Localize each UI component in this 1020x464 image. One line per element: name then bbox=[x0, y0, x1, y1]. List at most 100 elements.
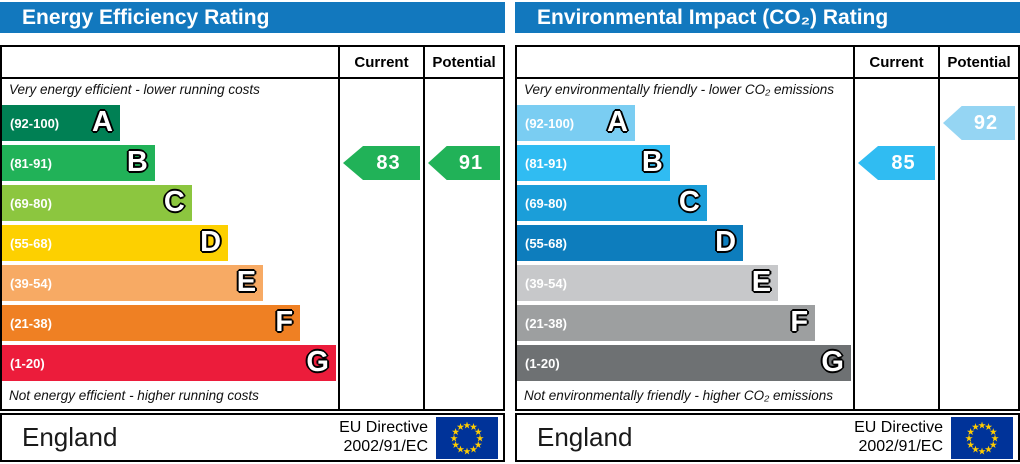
potential-column: 91 bbox=[423, 79, 503, 409]
band-f: (21-38) F bbox=[517, 305, 816, 341]
bands-column: Very energy efficient - lower running co… bbox=[2, 79, 338, 409]
band-g: (1-20) G bbox=[2, 345, 336, 381]
svg-text:★: ★ bbox=[474, 439, 483, 450]
svg-text:★: ★ bbox=[456, 422, 465, 433]
eu-directive-label: EU Directive 2002/91/EC bbox=[854, 419, 943, 455]
svg-text:★: ★ bbox=[989, 426, 998, 437]
column-header-row: Current Potential bbox=[2, 47, 503, 79]
band-f-range: (21-38) bbox=[10, 315, 52, 331]
svg-text:★: ★ bbox=[965, 433, 974, 444]
band-c-letter: C bbox=[163, 186, 185, 218]
band-d-letter: D bbox=[200, 226, 222, 258]
band-b: (81-91) B bbox=[517, 145, 670, 181]
current-column: 85 bbox=[853, 79, 938, 409]
band-e-letter: E bbox=[236, 266, 257, 298]
band-a-range: (92-100) bbox=[525, 115, 575, 131]
top-caption: Very environmentally friendly - lower CO… bbox=[524, 82, 834, 97]
eu-flag-icon: ★★★★★★★★★★★★ bbox=[436, 416, 498, 459]
band-b-range: (81-91) bbox=[10, 155, 52, 171]
chart-body: Very environmentally friendly - lower CO… bbox=[517, 79, 1018, 409]
band-a-range: (92-100) bbox=[10, 115, 60, 131]
band-e: (39-54) E bbox=[2, 265, 264, 301]
potential-column-header: Potential bbox=[938, 47, 1018, 77]
svg-text:★: ★ bbox=[966, 426, 975, 437]
band-row-f: (21-38) F bbox=[517, 303, 853, 343]
band-g-range: (1-20) bbox=[525, 355, 560, 371]
band-row-c: (69-80) C bbox=[2, 183, 338, 223]
svg-text:★: ★ bbox=[984, 444, 993, 455]
band-row-e: (39-54) E bbox=[2, 263, 338, 303]
band-row-d: (55-68) D bbox=[2, 223, 338, 263]
band-d: (55-68) D bbox=[2, 225, 229, 261]
band-c-letter: C bbox=[678, 186, 700, 218]
bands-column: Very environmentally friendly - lower CO… bbox=[517, 79, 853, 409]
band-g-range: (1-20) bbox=[10, 355, 45, 371]
band-f-letter: F bbox=[275, 306, 294, 338]
region-label: England bbox=[537, 422, 633, 452]
energy-efficiency-chart: Current Potential Very energy efficient … bbox=[0, 45, 505, 411]
band-f: (21-38) F bbox=[2, 305, 301, 341]
potential-rating-value: 92 bbox=[973, 111, 999, 134]
band-row-a: (92-100) A bbox=[2, 103, 338, 143]
band-d: (55-68) D bbox=[517, 225, 744, 261]
current-column: 83 bbox=[338, 79, 423, 409]
energy-efficiency-panel: Energy Efficiency Rating Current Potenti… bbox=[0, 2, 505, 462]
svg-text:★: ★ bbox=[984, 422, 993, 433]
band-g-letter: G bbox=[821, 346, 844, 378]
current-rating-arrow: 83 bbox=[343, 146, 420, 180]
svg-text:★: ★ bbox=[476, 433, 485, 444]
band-g-letter: G bbox=[306, 346, 329, 378]
band-row-f: (21-38) F bbox=[2, 303, 338, 343]
band-g: (1-20) G bbox=[517, 345, 851, 381]
bottom-caption: Not environmentally friendly - higher CO… bbox=[524, 388, 834, 403]
current-column-header: Current bbox=[853, 47, 938, 77]
band-row-e: (39-54) E bbox=[517, 263, 853, 303]
band-d-range: (55-68) bbox=[10, 235, 52, 251]
potential-rating-arrow: 92 bbox=[943, 106, 1015, 140]
bottom-caption: Not energy efficient - higher running co… bbox=[9, 388, 259, 403]
band-e-range: (39-54) bbox=[10, 275, 52, 291]
current-rating-value: 83 bbox=[376, 151, 401, 174]
band-row-g: (1-20) G bbox=[2, 343, 338, 383]
region-label: England bbox=[22, 422, 118, 452]
band-row-a: (92-100) A bbox=[517, 103, 853, 143]
band-f-letter: F bbox=[790, 306, 809, 338]
current-rating-arrow: 85 bbox=[858, 146, 935, 180]
band-a: (92-100) A bbox=[2, 105, 120, 141]
environmental-impact-panel: Environmental Impact (CO₂) Rating Curren… bbox=[515, 2, 1020, 462]
header-spacer bbox=[2, 47, 338, 77]
band-f-range: (21-38) bbox=[525, 315, 567, 331]
svg-text:★: ★ bbox=[971, 444, 980, 455]
svg-text:★: ★ bbox=[991, 433, 1000, 444]
eu-directive-label: EU Directive 2002/91/EC bbox=[339, 419, 428, 455]
svg-text:★: ★ bbox=[978, 446, 987, 457]
energy-efficiency-title: Energy Efficiency Rating bbox=[0, 2, 505, 33]
current-column-header: Current bbox=[338, 47, 423, 77]
footer: England EU Directive 2002/91/EC ★ ★ ★ ★ ★ ★ ★ ★… bbox=[515, 413, 1020, 462]
band-c-range: (69-80) bbox=[525, 195, 567, 211]
svg-text:★: ★ bbox=[469, 444, 478, 455]
svg-text:★: ★ bbox=[966, 439, 975, 450]
svg-text:★: ★ bbox=[451, 426, 460, 437]
potential-rating-arrow: 91 bbox=[428, 146, 500, 180]
band-d-letter: D bbox=[715, 226, 737, 258]
band-row-g: (1-20) G bbox=[517, 343, 853, 383]
band-d-range: (55-68) bbox=[525, 235, 567, 251]
svg-text:★: ★ bbox=[971, 422, 980, 433]
band-b-letter: B bbox=[126, 146, 148, 178]
band-b-letter: B bbox=[641, 146, 663, 178]
svg-text:★: ★ bbox=[978, 420, 987, 431]
potential-rating-value: 91 bbox=[458, 151, 484, 174]
band-c: (69-80) C bbox=[517, 185, 707, 221]
band-c: (69-80) C bbox=[2, 185, 192, 221]
band-e: (39-54) E bbox=[517, 265, 779, 301]
band-row-d: (55-68) D bbox=[517, 223, 853, 263]
environmental-impact-chart: Current Potential Very environmentally f… bbox=[515, 45, 1020, 411]
band-e-letter: E bbox=[751, 266, 772, 298]
band-row-b: (81-91) B bbox=[517, 143, 853, 183]
svg-text:★: ★ bbox=[463, 420, 472, 431]
svg-text:★: ★ bbox=[989, 439, 998, 450]
band-a-letter: A bbox=[91, 106, 113, 138]
potential-column-header: Potential bbox=[423, 47, 503, 77]
